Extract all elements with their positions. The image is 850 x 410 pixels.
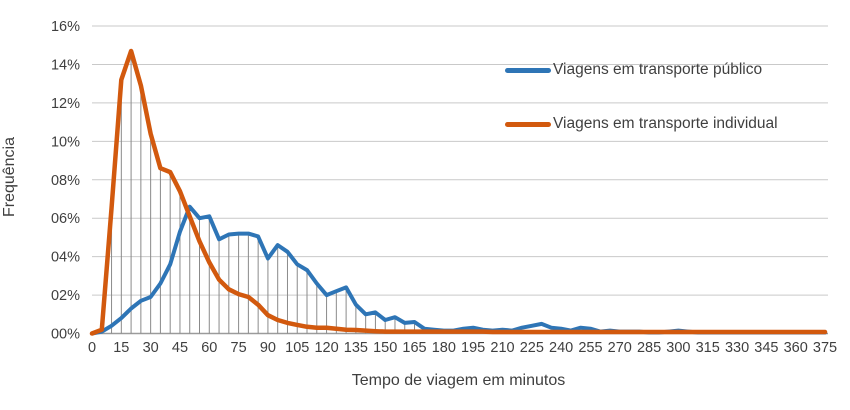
- y-tick-label: 00%: [51, 327, 80, 343]
- legend-item-publico: Viagens em transporte público: [505, 60, 778, 80]
- x-tick-label: 135: [344, 340, 368, 356]
- x-tick-label: 270: [608, 340, 632, 356]
- y-axis-title: Frequência: [1, 136, 18, 218]
- y-tick-label: 02%: [51, 288, 80, 304]
- x-tick-label: 165: [402, 340, 426, 356]
- x-tick-label: 0: [88, 340, 96, 356]
- legend: Viagens em transporte público Viagens em…: [505, 60, 778, 168]
- x-tick-label: 315: [696, 340, 720, 356]
- x-tick-label: 180: [432, 340, 456, 356]
- x-tick-label: 210: [490, 340, 514, 356]
- x-tick-label: 60: [201, 340, 217, 356]
- x-tick-label: 105: [285, 340, 309, 356]
- legend-label-individual: Viagens em transporte individual: [553, 115, 778, 132]
- series-line-transporte-individual: [89, 48, 828, 336]
- x-tick-label: 120: [314, 340, 338, 356]
- x-tick-label: 360: [784, 340, 808, 356]
- series-line-transporte-publico: [90, 204, 827, 336]
- x-tick-label: 285: [637, 340, 661, 356]
- x-tick-label: 90: [260, 340, 276, 356]
- x-axis-title: Tempo de viagem em minutos: [351, 372, 566, 389]
- x-tick-label: 150: [373, 340, 397, 356]
- x-tick-label: 345: [754, 340, 778, 356]
- x-tick-label: 195: [461, 340, 485, 356]
- x-tick-label: 240: [549, 340, 573, 356]
- y-tick-label: 12%: [51, 96, 80, 112]
- x-tick-label: 255: [578, 340, 602, 356]
- y-tick-label: 04%: [51, 250, 80, 266]
- y-tick-label: 10%: [51, 134, 80, 150]
- legend-line-marker-individual: [505, 121, 551, 127]
- y-tick-label: 06%: [51, 211, 80, 227]
- y-tick-label: 16%: [51, 19, 80, 35]
- legend-line-marker-publico: [505, 67, 551, 73]
- x-tick-label: 45: [172, 340, 188, 356]
- x-tick-label: 225: [520, 340, 544, 356]
- x-tick-label: 30: [143, 340, 159, 356]
- y-tick-label: 14%: [51, 57, 80, 73]
- x-tick-label: 300: [666, 340, 690, 356]
- x-tick-label: 75: [231, 340, 247, 356]
- y-tick-label: 08%: [51, 173, 80, 189]
- legend-label-publico: Viagens em transporte público: [553, 61, 763, 78]
- x-tick-label: 15: [113, 340, 129, 356]
- legend-item-individual: Viagens em transporte individual: [505, 114, 778, 134]
- x-tick-label: 375: [813, 340, 837, 356]
- x-tick-label: 330: [725, 340, 749, 356]
